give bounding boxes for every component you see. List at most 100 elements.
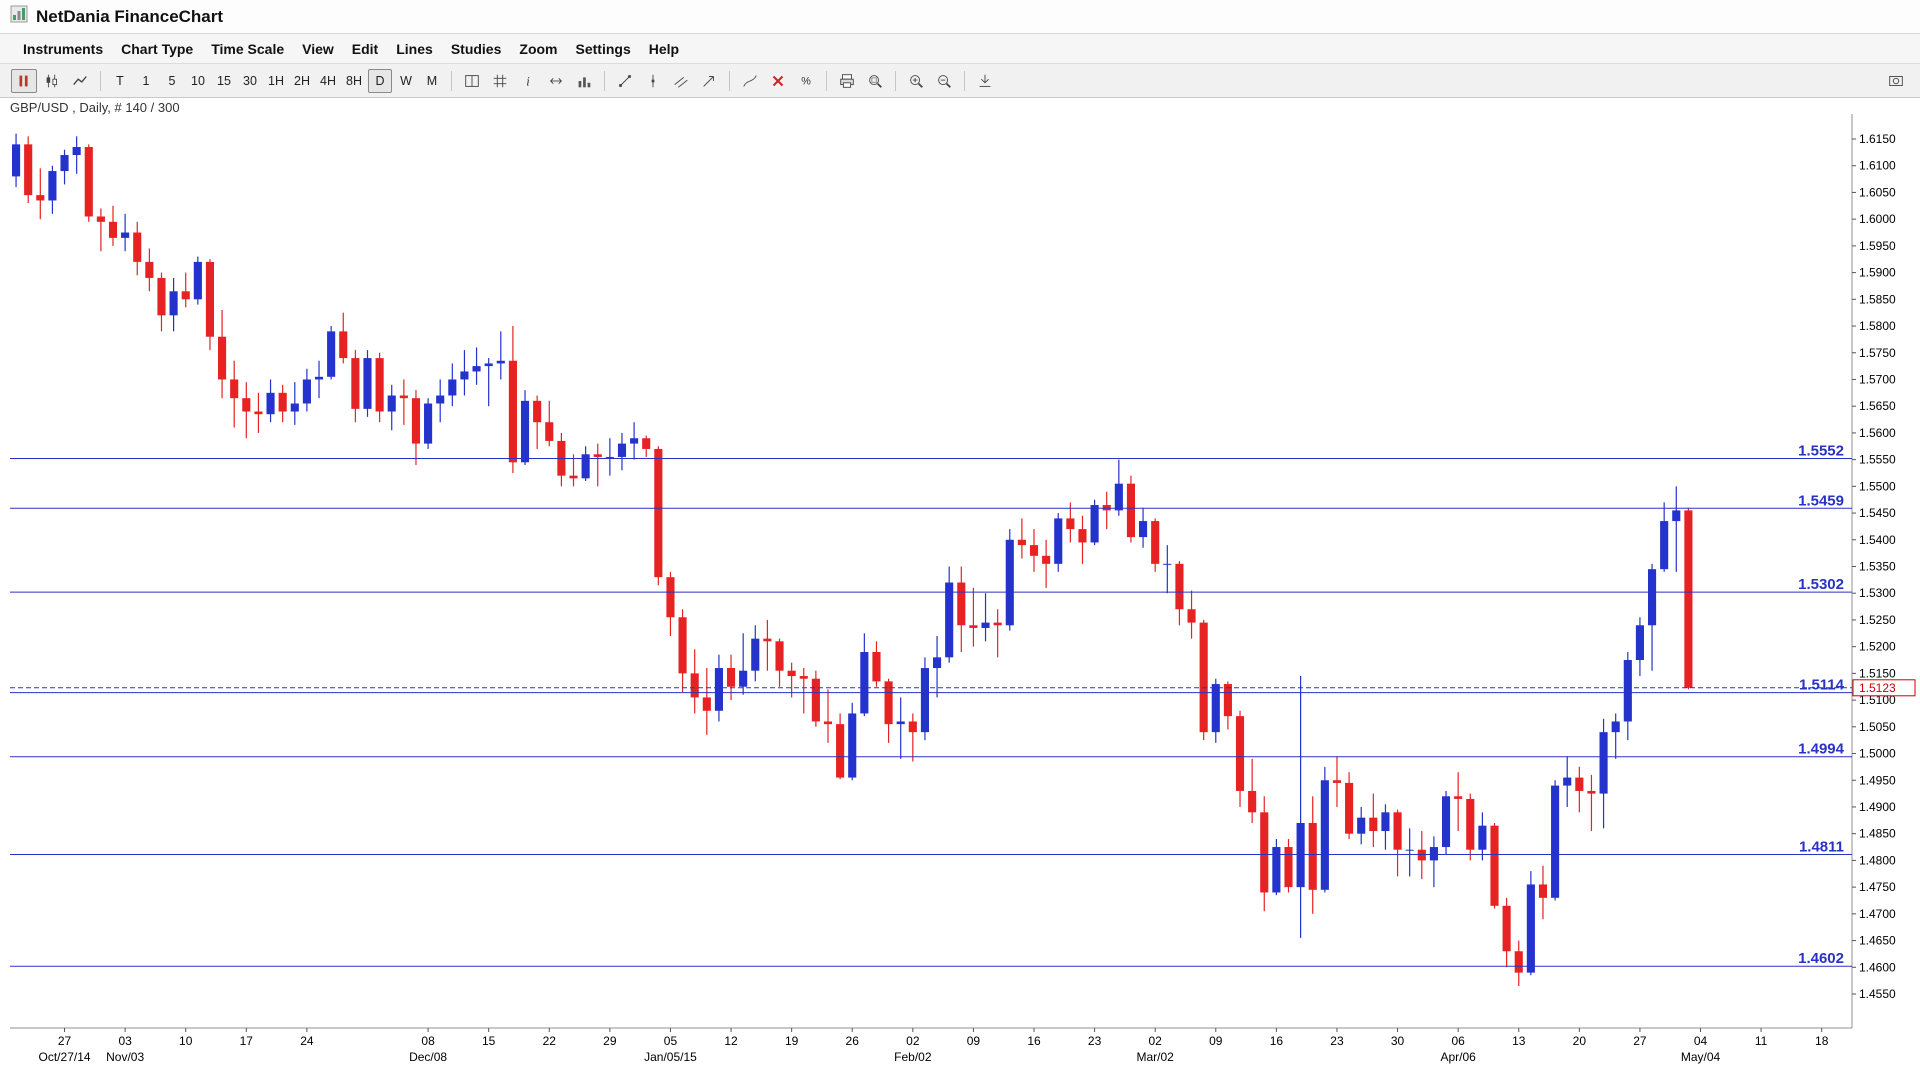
menu-item-edit[interactable]: Edit [351,40,379,57]
support-resistance-lines: 1.5552 1.5459 1.5302 1.5114 1.4994 1.4811 1.46… [10,443,1852,967]
percent-labels-button[interactable]: % [793,69,819,93]
toolbar-separator [451,70,452,91]
svg-text:1.6100: 1.6100 [1859,159,1896,173]
svg-text:19: 19 [785,1034,799,1048]
scale-to-fit-button[interactable] [972,69,998,93]
timeframe-2h-button[interactable]: 2H [294,73,310,88]
menu-item-zoom[interactable]: Zoom [519,40,558,57]
line-chart-button[interactable] [67,69,93,93]
svg-text:16: 16 [1027,1034,1041,1048]
timeframe-t-button[interactable]: T [116,73,124,88]
svg-text:26: 26 [846,1034,860,1048]
trendline-icon [619,74,631,87]
timeframe-8h-button[interactable]: 8H [346,73,362,88]
svg-text:1.5900: 1.5900 [1859,266,1896,280]
timeframe-10-button[interactable]: 10 [191,73,205,88]
svg-text:Dec/08: Dec/08 [409,1050,447,1064]
svg-text:1.5302: 1.5302 [1798,576,1844,593]
info-button[interactable]: i [515,69,541,93]
menu-item-help[interactable]: Help [648,40,680,57]
delete-drawings-button[interactable] [765,69,791,93]
trendline-button[interactable] [612,69,638,93]
svg-text:1.4700: 1.4700 [1859,907,1896,921]
delete-drawings-icon [772,75,784,86]
svg-text:1.5450: 1.5450 [1859,506,1896,520]
layout-button[interactable] [459,69,485,93]
svg-text:20: 20 [1573,1034,1587,1048]
parallel-channel-button[interactable] [668,69,694,93]
grid-button[interactable] [487,69,513,93]
zoom-area-button[interactable] [862,69,888,93]
menu-item-instruments[interactable]: Instruments [23,40,104,57]
scale-to-fit-icon [979,74,991,87]
svg-text:17: 17 [240,1034,254,1048]
svg-text:23: 23 [1088,1034,1102,1048]
timeframe-m-button[interactable]: M [426,73,438,88]
timeframe-30-button[interactable]: 30 [243,73,257,88]
volume-button[interactable] [571,69,597,93]
svg-text:04: 04 [1694,1034,1708,1048]
svg-text:12: 12 [724,1034,738,1048]
vertical-line-button[interactable] [640,69,666,93]
svg-text:1.5150: 1.5150 [1859,666,1896,680]
svg-text:16: 16 [1270,1034,1284,1048]
svg-text:Feb/02: Feb/02 [894,1050,932,1064]
tick-bars-button[interactable] [11,68,37,93]
print-button[interactable] [834,69,860,93]
svg-text:1.5350: 1.5350 [1859,560,1896,574]
timeframe-1-button[interactable]: 1 [142,73,150,88]
pan-horizontal-button[interactable] [543,69,569,93]
chart-canvas[interactable]: 1.4550 1.4600 1.4650 1.4700 1.4750 1.4800 1.48… [0,98,1920,1080]
current-price-tag [1852,679,1916,697]
svg-text:1.4750: 1.4750 [1859,880,1896,894]
svg-text:1.5700: 1.5700 [1859,372,1896,386]
svg-text:1.4650: 1.4650 [1859,934,1896,948]
zoom-out-button[interactable] [931,69,957,93]
timeframe-d-button[interactable]: D [368,68,392,93]
window-title: NetDania FinanceChart [36,6,224,26]
svg-text:1.5800: 1.5800 [1859,319,1896,333]
toolbar-separator [604,70,605,91]
menu-bar: Instruments Chart Type Time Scale View Edit L… [0,34,1920,64]
menu-item-time-scale[interactable]: Time Scale [211,40,285,57]
svg-text:1.5123: 1.5123 [1859,681,1896,695]
menu-item-view[interactable]: View [302,40,334,57]
menu-item-settings[interactable]: Settings [575,40,631,57]
svg-text:1.4950: 1.4950 [1859,773,1896,787]
snapshot-button[interactable] [1883,69,1909,93]
menu-item-lines[interactable]: Lines [396,40,433,57]
svg-text:1.5050: 1.5050 [1859,720,1896,734]
svg-text:18: 18 [1815,1034,1829,1048]
svg-text:1.5650: 1.5650 [1859,399,1896,413]
layout-icon [465,74,479,87]
svg-text:1.4994: 1.4994 [1798,741,1845,758]
svg-text:09: 09 [967,1034,981,1048]
timeframe-5-button[interactable]: 5 [168,73,176,88]
svg-text:1.4550: 1.4550 [1859,987,1896,1001]
candlestick-button[interactable] [39,69,65,93]
svg-text:1.6000: 1.6000 [1859,212,1896,226]
timeframe-w-button[interactable]: W [400,73,412,88]
svg-text:1.4800: 1.4800 [1859,853,1896,867]
svg-text:09: 09 [1209,1034,1223,1048]
arrow-button[interactable] [696,69,722,93]
svg-text:30: 30 [1391,1034,1405,1048]
timeframe-4h-button[interactable]: 4H [320,73,336,88]
svg-text:03: 03 [118,1034,132,1048]
svg-text:1.5114: 1.5114 [1799,677,1845,694]
current-price-line: 1.5123 [10,679,1916,697]
zoom-in-button[interactable] [903,69,929,93]
timeframe-1h-button[interactable]: 1H [268,73,284,88]
menu-item-chart-type[interactable]: Chart Type [121,40,194,57]
freehand-line-button[interactable] [737,69,763,93]
svg-text:i: i [526,74,530,88]
menu-item-studies[interactable]: Studies [450,40,502,57]
svg-text:1.5200: 1.5200 [1859,640,1896,654]
svg-text:02: 02 [906,1034,920,1048]
candles [12,133,1693,986]
timeframe-15-button[interactable]: 15 [217,73,231,88]
price-chart[interactable]: 1.4550 1.4600 1.4650 1.4700 1.4750 1.4800 1.48… [0,98,1920,1080]
svg-text:13: 13 [1512,1034,1526,1048]
svg-text:Oct/27/14: Oct/27/14 [39,1050,91,1064]
